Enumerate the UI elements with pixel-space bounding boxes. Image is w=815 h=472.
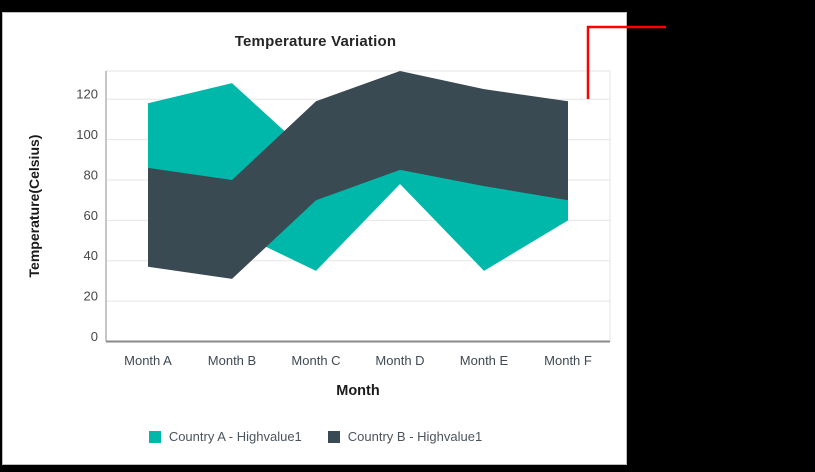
- legend-swatch-icon: [148, 430, 161, 443]
- y-axis-title: Temperature(Celsius): [26, 134, 42, 278]
- x-axis-title: Month: [336, 383, 380, 399]
- legend-item-1[interactable]: Country B - Highvalue1: [327, 429, 483, 444]
- y-axis-label-100: 100: [76, 127, 98, 142]
- chart-legend: Country A - Highvalue1 Country B - Highva…: [3, 429, 628, 444]
- x-axis-label: Month B: [208, 353, 256, 368]
- app-window: 0 20 40 60 80 100 120 Month A Month B Month C Mont…: [2, 12, 627, 465]
- legend-item-0[interactable]: Country A - Highvalue1: [148, 429, 302, 444]
- range-area-chart: 0 20 40 60 80 100 120 Month A Month B Month C Mont…: [76, 70, 611, 368]
- axis-labels-group: 0 20 40 60 80 100 120 Month A Month B Month C Mont…: [76, 87, 592, 368]
- axis-lines-group: [105, 71, 610, 343]
- y-axis-label-80: 80: [84, 167, 98, 182]
- legend-label: Country A - Highvalue1: [168, 429, 302, 444]
- series-group: [148, 71, 568, 279]
- x-axis-label: Month F: [544, 353, 592, 368]
- x-axis-label: Month A: [124, 353, 172, 368]
- y-axis-label-60: 60: [84, 208, 98, 223]
- series-area-1[interactable]: [148, 71, 568, 279]
- x-axis-label: Month E: [460, 353, 509, 368]
- plot-border-group: [106, 70, 611, 342]
- x-axis-label: Month D: [375, 353, 424, 368]
- y-axis-label-40: 40: [84, 248, 98, 263]
- x-axis-label: Month C: [291, 353, 340, 368]
- y-axis-label-20: 20: [84, 289, 98, 304]
- legend-label: Country B - Highvalue1: [347, 429, 483, 444]
- chart-title: Temperature Variation: [234, 33, 397, 50]
- y-axis-label-0: 0: [91, 329, 98, 344]
- legend-swatch-icon: [327, 430, 340, 443]
- y-axis-label-120: 120: [76, 87, 98, 102]
